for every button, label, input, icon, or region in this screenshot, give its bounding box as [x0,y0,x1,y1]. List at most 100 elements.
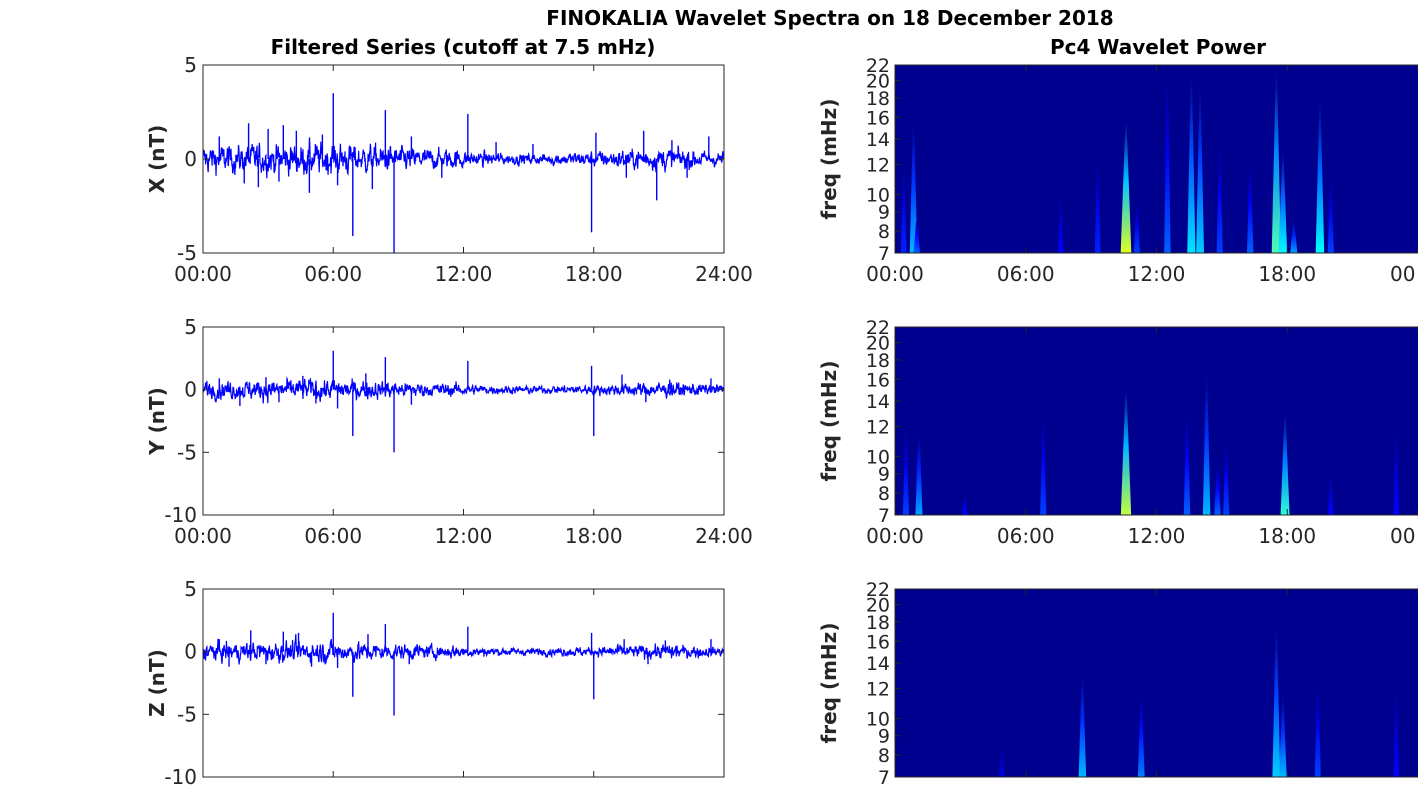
x-tick-label: 24:00 [695,524,753,548]
y-tick-label: -5 [177,440,197,464]
y-tick-label: 9 [878,202,890,224]
series-panel-z: -10 -5 0 5 Z (nT) [145,577,725,788]
power-feature [1120,122,1132,253]
y-tick-label: 0 [184,147,197,171]
y-tick-label: 7 [878,243,890,265]
y-tick-label: -5 [177,241,197,265]
y-axis-label: Z (nT) [145,649,169,717]
y-tick-label: 5 [184,577,197,601]
x-tick-label: 12:00 [435,524,493,548]
power-feature [913,221,921,253]
figure-title: FINOKALIA Wavelet Spectra on 18 December… [546,6,1113,30]
x-tick-label: 06:00 [304,262,362,286]
power-feature [1214,464,1221,515]
power-feature [1057,194,1064,253]
x-tick-label: 18:00 [565,524,623,548]
power-feature [902,426,909,515]
x-tick-label: 06:00 [304,524,362,548]
y-tick-label: 22 [866,579,890,601]
y-tick-label: 18 [866,350,890,372]
power-feature [900,164,907,253]
x-tick-label: 12:00 [435,262,493,286]
left-column-title: Filtered Series (cutoff at 7.5 mHz) [271,35,656,59]
y-tick-label: 20 [866,333,890,355]
y-tick-label: 8 [878,483,890,505]
power-feature [1279,695,1287,777]
power-feature [1393,688,1399,777]
y-tick-label: 5 [184,53,197,77]
y-tick-label: 18 [866,612,890,634]
y-tick-label: 5 [184,315,197,339]
power-feature [1137,695,1145,777]
x-tick-label: 24:00 [695,262,753,286]
x-tick-label: 00:00 [174,262,232,286]
y-tick-label: -10 [164,765,197,788]
spectrum-background [895,65,1418,253]
x-tick-label: 00 [1390,262,1415,286]
y-tick-label: -5 [177,702,197,726]
y-tick-label: 12 [866,417,890,439]
power-feature [1290,221,1298,253]
y-axis-label: Y (nT) [145,387,169,456]
x-tick-label: 12:00 [1128,262,1186,286]
y-tick-label: -10 [164,503,197,527]
power-feature [1202,374,1211,515]
power-feature [1328,473,1334,515]
y-tick-label: 12 [866,155,890,177]
right-column-title: Pc4 Wavelet Power [1050,35,1266,59]
power-feature [1315,102,1325,253]
series-line [203,634,724,666]
x-tick-label: 00:00 [174,524,232,548]
power-feature [1040,413,1047,515]
y-tick-label: 8 [878,745,890,767]
y-tick-label: 14 [866,391,890,413]
y-axis-label: freq (mHz) [817,99,841,220]
y-tick-label: 9 [878,726,890,748]
y-tick-label: 10 [866,708,890,730]
series-panel-y: -10 -5 0 5 00:00 06:00 12:00 18:00 24:00 Y (nT) [145,315,753,548]
y-tick-label: 7 [878,767,890,788]
y-tick-label: 18 [866,88,890,110]
y-axis-label: freq (mHz) [817,361,841,482]
y-tick-label: 10 [866,184,890,206]
y-tick-label: 0 [184,640,197,664]
plot-frame [202,326,725,516]
plot-frame [202,588,725,778]
power-feature [1393,426,1399,515]
x-tick-label: 06:00 [997,262,1055,286]
y-tick-label: 7 [878,505,890,527]
power-feature [1272,626,1281,777]
y-tick-label: 0 [184,378,197,402]
series-line [203,137,724,179]
power-feature [1187,76,1196,253]
power-feature [1223,440,1230,515]
y-tick-label: 14 [866,129,890,151]
power-feature [1280,413,1290,515]
x-tick-label: 00 [1390,524,1415,548]
series-panel-x: -5 0 5 00:00 06:00 12:00 18:00 24:00 X (nT) [145,53,753,286]
power-feature [1271,72,1281,253]
y-tick-label: 20 [866,595,890,617]
x-tick-label: 18:00 [1258,524,1316,548]
y-tick-label: 9 [878,464,890,486]
y-tick-label: 8 [878,221,890,243]
y-tick-label: 22 [866,55,890,77]
power-feature [1094,157,1101,253]
power-feature [999,745,1005,777]
power-feature [1216,145,1223,253]
power-feature [1133,202,1140,253]
y-tick-label: 14 [866,653,890,675]
spectrum-background [895,589,1418,777]
power-feature [1314,681,1321,777]
spectrum-background [895,327,1418,515]
y-axis-label: X (nT) [145,125,169,194]
y-tick-label: 22 [866,317,890,339]
power-feature [1120,389,1132,515]
power-feature [962,493,968,515]
power-feature [1078,675,1087,777]
power-feature [1246,164,1254,253]
